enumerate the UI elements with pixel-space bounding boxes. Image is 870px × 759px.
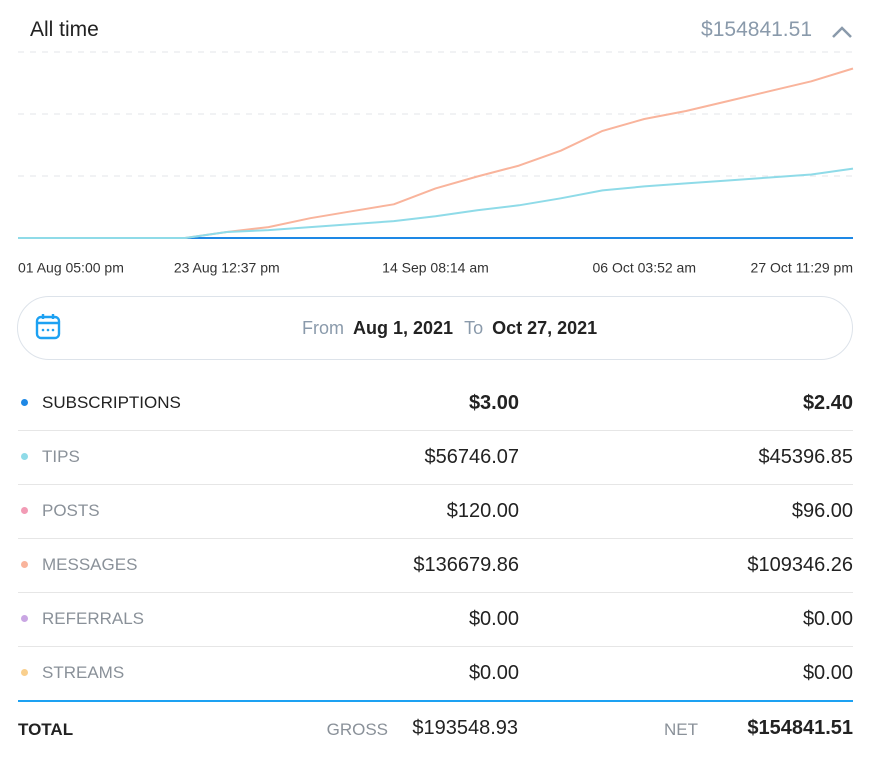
row-net: $96.00	[791, 500, 853, 522]
x-tick-label: 01 Aug 05:00 pm	[18, 260, 124, 276]
earnings-row: REFERRALS $0.00 $0.00	[18, 592, 853, 647]
earnings-row: POSTS $120.00 $96.00	[18, 484, 853, 539]
row-gross: $0.00	[468, 662, 519, 684]
row-dot	[21, 507, 28, 514]
row-label: MESSAGES	[42, 555, 138, 574]
series-line	[18, 67, 854, 239]
row-label: TIPS	[42, 447, 80, 466]
series-line	[18, 167, 854, 239]
date-range-text: From Aug 1, 2021 To Oct 27, 2021	[302, 318, 597, 339]
period-title: All time	[30, 18, 99, 41]
earnings-row: STREAMS $0.00 $0.00	[18, 646, 853, 700]
net-total: $154841.51	[747, 717, 853, 739]
to-date: Oct 27, 2021	[492, 318, 598, 338]
row-dot	[21, 561, 28, 568]
row-net: $2.40	[802, 392, 853, 414]
to-label: To	[464, 318, 484, 338]
earnings-row: SUBSCRIPTIONS $3.00 $2.40	[18, 376, 853, 431]
from-label: From	[302, 318, 344, 338]
earnings-row: MESSAGES $136679.86 $109346.26	[18, 538, 853, 593]
date-range-picker[interactable]: From Aug 1, 2021 To Oct 27, 2021	[17, 296, 853, 360]
net-label: NET	[664, 720, 698, 739]
x-tick-label: 23 Aug 12:37 pm	[174, 260, 280, 276]
row-net: $109346.26	[747, 554, 853, 576]
period-total: $154841.51	[701, 18, 812, 41]
row-label: POSTS	[42, 501, 100, 520]
row-dot	[21, 453, 28, 460]
total-label: TOTAL	[18, 720, 74, 739]
row-label: SUBSCRIPTIONS	[42, 393, 181, 412]
row-label: STREAMS	[42, 663, 125, 682]
calendar-icon	[35, 314, 61, 340]
row-gross: $136679.86	[413, 554, 519, 576]
x-tick-label: 27 Oct 11:29 pm	[751, 260, 853, 276]
row-net: $0.00	[802, 608, 853, 630]
row-net: $0.00	[802, 662, 853, 684]
row-gross: $0.00	[468, 608, 519, 630]
row-dot	[21, 669, 28, 676]
row-gross: $3.00	[468, 392, 519, 414]
row-label: REFERRALS	[42, 609, 145, 628]
x-tick-label: 06 Oct 03:52 am	[592, 260, 696, 276]
row-dot	[21, 399, 28, 406]
chart: 01 Aug 05:00 pm 23 Aug 12:37 pm 14 Sep 08:…	[18, 51, 854, 276]
total-divider	[18, 700, 853, 702]
row-net: $45396.85	[758, 446, 853, 468]
from-date: Aug 1, 2021	[353, 318, 454, 338]
earnings-row: TIPS $56746.07 $45396.85	[18, 430, 853, 485]
gross-label: GROSS	[326, 720, 388, 739]
row-gross: $56746.07	[424, 446, 519, 468]
row-dot	[21, 615, 28, 622]
row-gross: $120.00	[446, 500, 519, 522]
x-tick-label: 14 Sep 08:14 am	[382, 260, 489, 276]
collapse-button[interactable]	[830, 22, 854, 42]
gross-total: $193548.93	[412, 717, 518, 739]
